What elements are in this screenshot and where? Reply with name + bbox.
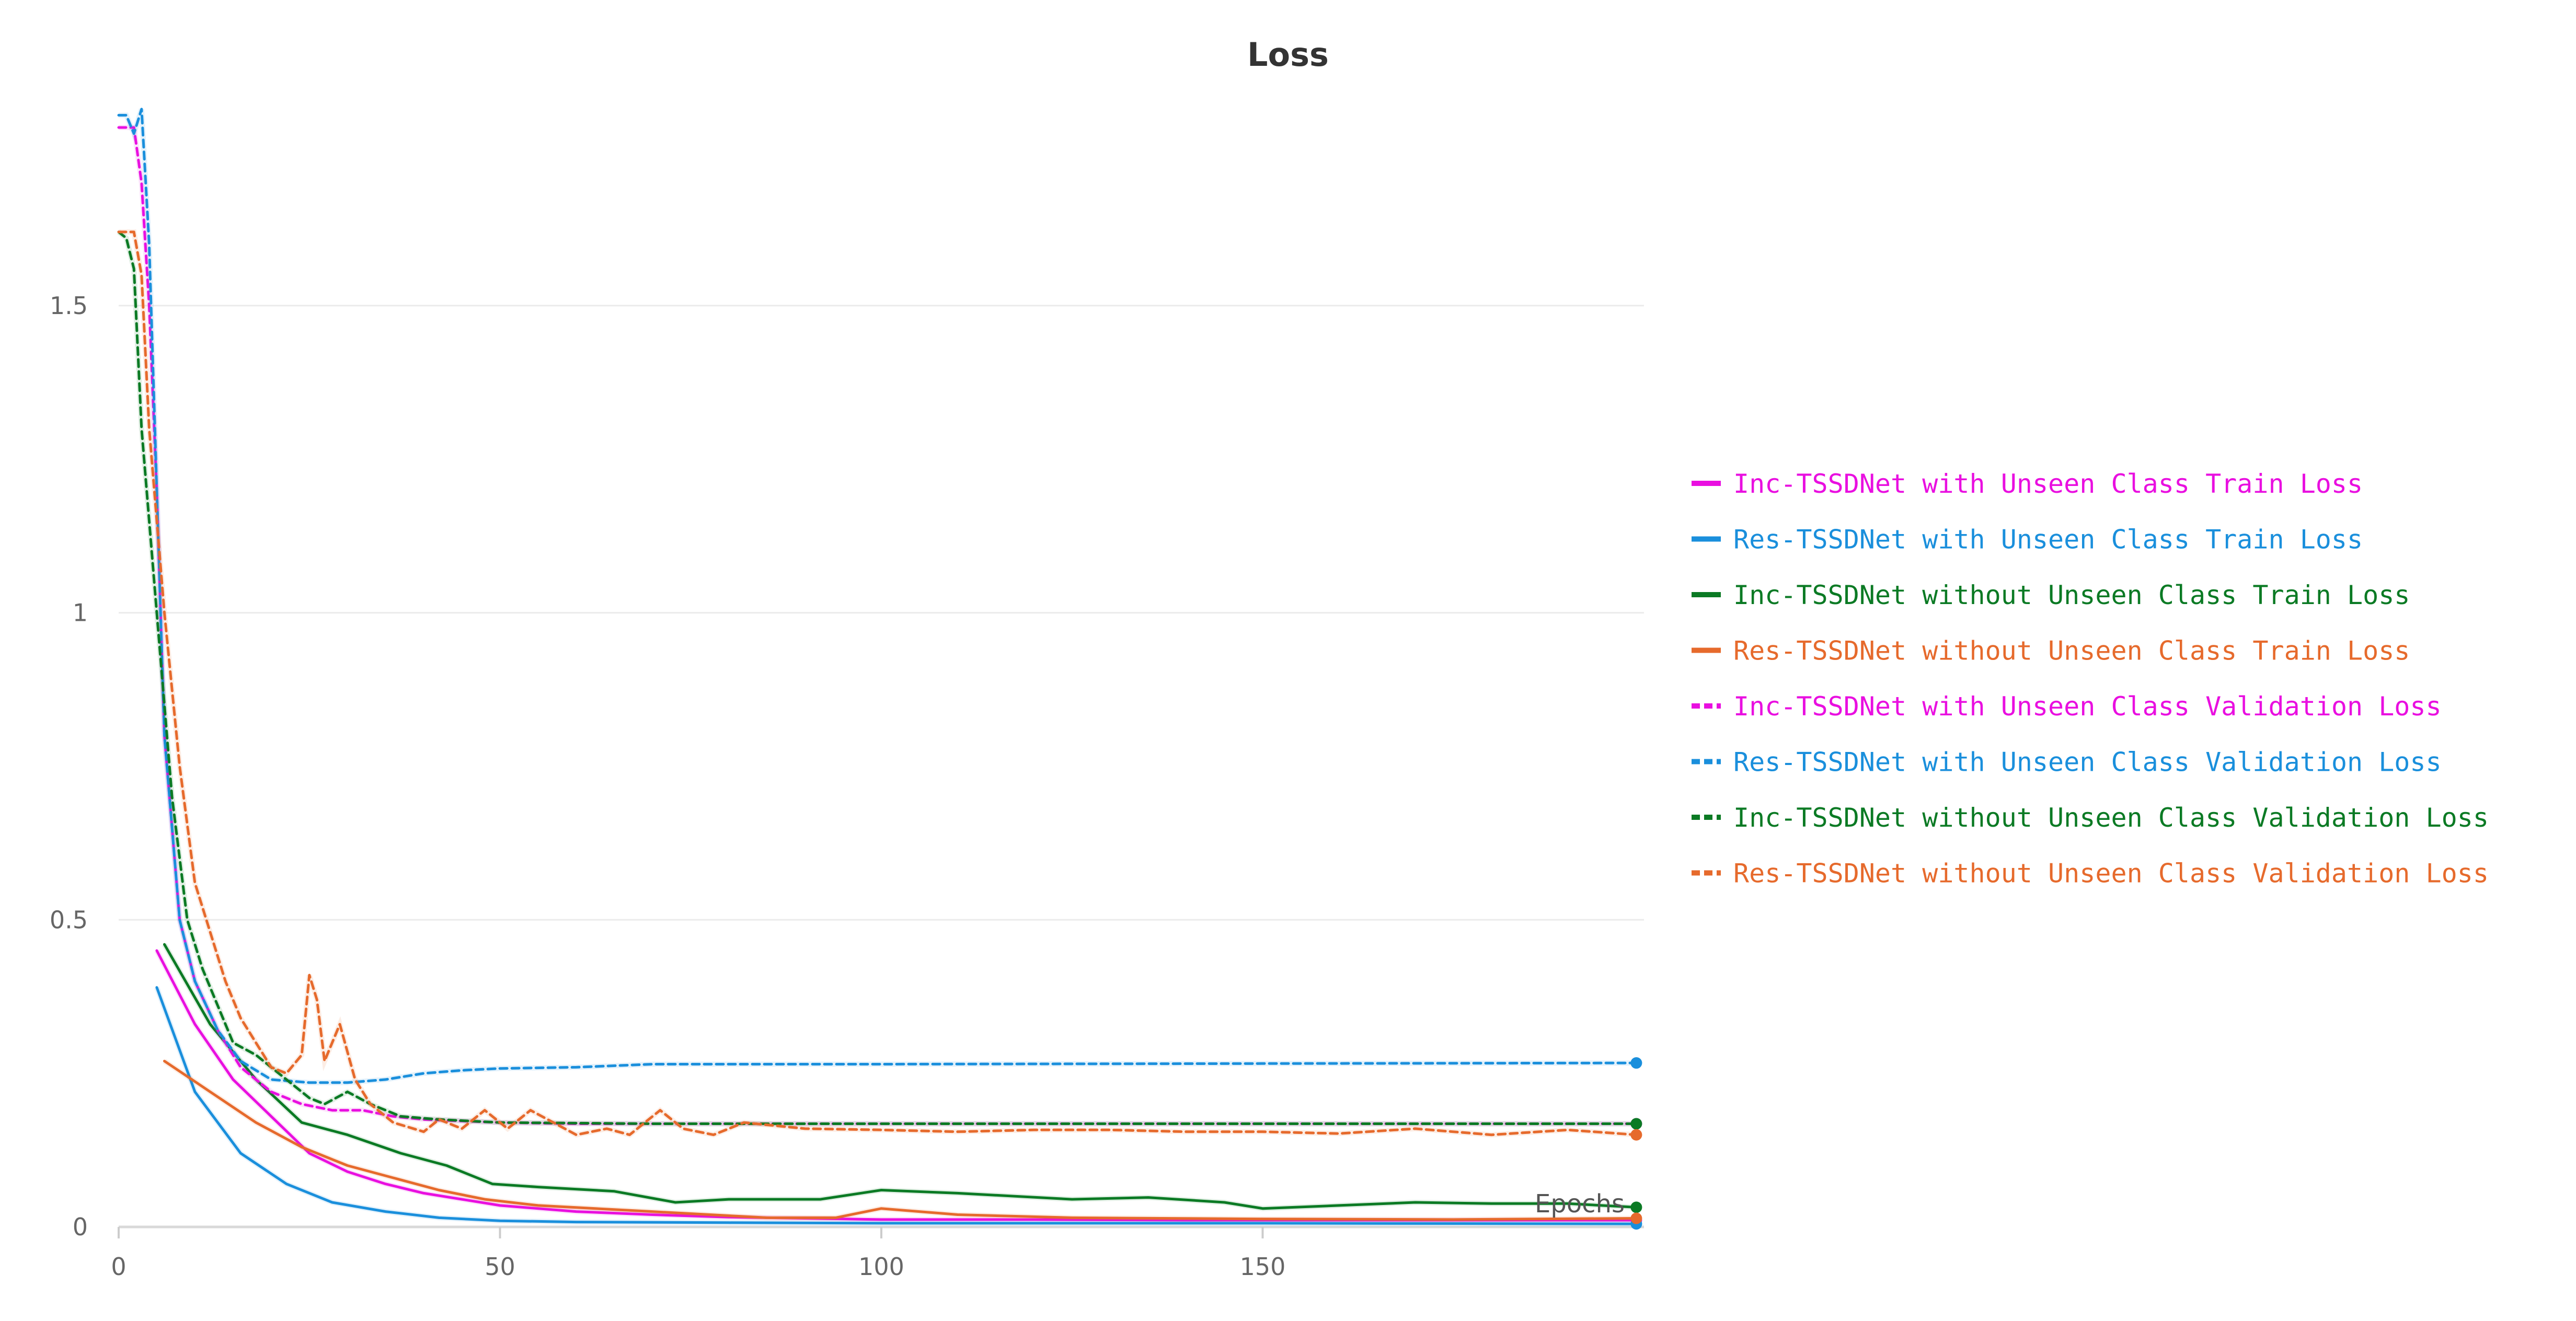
legend-item[interactable]: Res-TSSDNet with Unseen Class Validation… bbox=[1692, 747, 2442, 778]
y-axis-ticks: 0 0.5 1 1.5 bbox=[50, 292, 88, 1241]
series-end-point-6 bbox=[1630, 1057, 1642, 1069]
legend-item[interactable]: Inc-TSSDNet without Unseen Class Train L… bbox=[1692, 580, 2410, 610]
plot-area bbox=[117, 108, 1642, 1230]
y-tick-label: 1.5 bbox=[50, 292, 88, 320]
legend-label: Res-TSSDNet with Unseen Class Train Loss bbox=[1733, 525, 2363, 555]
series-line-7 bbox=[117, 230, 1638, 1125]
series-halo-8 bbox=[119, 229, 1637, 1138]
legend-item[interactable]: Inc-TSSDNet with Unseen Class Validation… bbox=[1692, 691, 2442, 722]
x-tick-label: 150 bbox=[1240, 1253, 1286, 1281]
legend-label: Res-TSSDNet without Unseen Class Train L… bbox=[1733, 636, 2410, 666]
chart-title: Loss bbox=[1247, 36, 1329, 74]
legend-label: Res-TSSDNet with Unseen Class Validation… bbox=[1733, 747, 2442, 778]
x-tick-label: 0 bbox=[111, 1253, 126, 1281]
y-tick-label: 1 bbox=[73, 599, 88, 627]
series-line-4 bbox=[163, 1060, 1638, 1221]
series-halo-3 bbox=[162, 943, 1637, 1211]
x-axis-ticks: 0 50 100 150 bbox=[111, 1227, 1285, 1281]
series-halo-5 bbox=[119, 125, 1637, 1127]
legend-item[interactable]: Res-TSSDNet without Unseen Class Train L… bbox=[1692, 636, 2410, 666]
series-halo-1 bbox=[154, 949, 1637, 1223]
series-line-6 bbox=[117, 108, 1638, 1084]
series-halo-7 bbox=[117, 229, 1637, 1127]
series-line-8 bbox=[117, 230, 1638, 1137]
legend-item[interactable]: Inc-TSSDNet with Unseen Class Train Loss bbox=[1692, 469, 2363, 499]
x-tick-label: 50 bbox=[485, 1253, 515, 1281]
series-halo-4 bbox=[163, 1059, 1637, 1222]
legend-label: Inc-TSSDNet without Unseen Class Train L… bbox=[1733, 580, 2410, 610]
legend-label: Inc-TSSDNet with Unseen Class Validation… bbox=[1733, 691, 2442, 722]
series-line-3 bbox=[163, 943, 1638, 1210]
x-tick-label: 100 bbox=[858, 1253, 904, 1281]
gridlines bbox=[119, 305, 1644, 1229]
series-end-point-8 bbox=[1630, 1129, 1642, 1141]
legend-label: Inc-TSSDNet with Unseen Class Train Loss bbox=[1733, 469, 2363, 499]
x-axis-label: Epochs bbox=[1535, 1189, 1625, 1219]
series-end-point-3 bbox=[1630, 1201, 1642, 1213]
y-tick-label: 0 bbox=[73, 1213, 88, 1241]
legend-item[interactable]: Res-TSSDNet with Unseen Class Train Loss bbox=[1692, 525, 2363, 555]
y-tick-label: 0.5 bbox=[50, 906, 88, 934]
series-line-1 bbox=[155, 949, 1638, 1222]
legend-item[interactable]: Res-TSSDNet without Unseen Class Validat… bbox=[1692, 859, 2489, 889]
series-halo-6 bbox=[119, 108, 1637, 1085]
legend-item[interactable]: Inc-TSSDNet without Unseen Class Validat… bbox=[1692, 803, 2489, 833]
legend: Inc-TSSDNet with Unseen Class Train Loss… bbox=[1692, 469, 2489, 889]
series-line-5 bbox=[117, 126, 1638, 1125]
legend-label: Inc-TSSDNet without Unseen Class Validat… bbox=[1733, 803, 2489, 833]
series-line-2 bbox=[155, 986, 1638, 1225]
series-end-point-7 bbox=[1630, 1118, 1642, 1130]
series-end-point-4 bbox=[1630, 1212, 1642, 1224]
legend-label: Res-TSSDNet without Unseen Class Validat… bbox=[1733, 859, 2489, 889]
